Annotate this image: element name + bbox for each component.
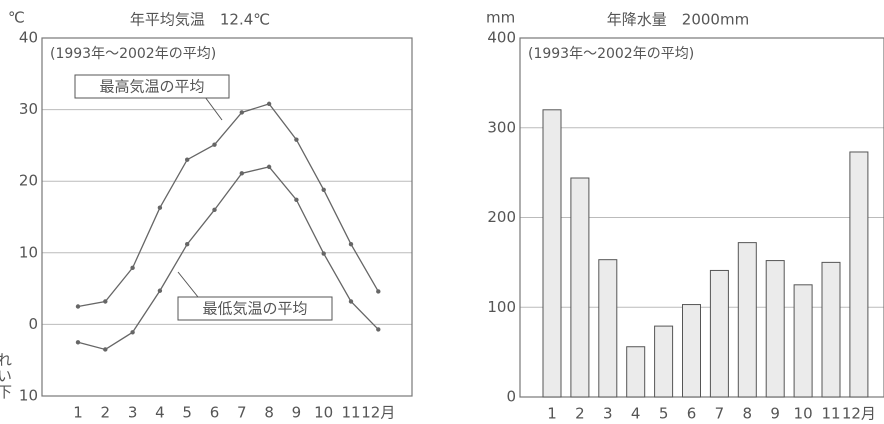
x-tick-label: 7 xyxy=(237,404,247,422)
x-tick-label: 9 xyxy=(770,405,780,423)
x-tick-label: 8 xyxy=(743,405,753,423)
point xyxy=(130,330,135,335)
point xyxy=(130,265,135,271)
bar xyxy=(793,284,813,398)
chart-title: 年平均気温 12.4℃ xyxy=(130,11,270,29)
bar xyxy=(765,260,785,398)
plot-frame xyxy=(41,37,413,397)
x-tick-label: 10 xyxy=(314,404,333,422)
y-tick-label: 0 xyxy=(506,388,516,406)
point xyxy=(376,327,381,332)
bar xyxy=(821,261,841,398)
point xyxy=(321,187,326,192)
leader-line xyxy=(204,96,223,121)
point xyxy=(294,137,299,142)
x-tick-label: 11 xyxy=(341,404,360,422)
y-tick-label: 40 xyxy=(19,29,38,47)
x-tick-label: 5 xyxy=(182,404,192,422)
y-tick-label: 10 xyxy=(19,243,38,261)
point xyxy=(212,142,217,147)
x-tick-label: 4 xyxy=(155,404,165,422)
subtitle: (1993年～2002年の平均) xyxy=(528,46,694,62)
bar xyxy=(682,304,701,398)
x-tick-label: 7 xyxy=(715,405,725,423)
point xyxy=(266,101,272,107)
point xyxy=(103,299,108,304)
y-tick-label: 400 xyxy=(487,29,516,47)
x-tick-label: 12月 xyxy=(361,404,395,422)
x-tick-label: 9 xyxy=(292,404,302,422)
bar xyxy=(626,346,646,398)
y-tick-label: 30 xyxy=(19,100,38,118)
y-tick-label: 10 xyxy=(19,387,38,405)
legend-box xyxy=(74,74,230,99)
x-tick-label: 3 xyxy=(603,405,613,423)
x-tick-label: 2 xyxy=(575,405,585,423)
line xyxy=(77,103,379,308)
point xyxy=(157,205,163,210)
point xyxy=(75,340,81,345)
y-tick-label: 200 xyxy=(487,208,516,226)
x-tick-label: 10 xyxy=(794,405,813,423)
point xyxy=(103,347,108,352)
y-unit: mm xyxy=(486,9,515,27)
bar xyxy=(709,269,729,398)
bar xyxy=(654,325,674,398)
subtitle: (1993年～2002年の平均) xyxy=(50,46,216,62)
x-tick-label: 12月 xyxy=(842,405,876,423)
point xyxy=(266,164,272,170)
point xyxy=(212,207,217,213)
point xyxy=(348,242,354,247)
y-tick-label: 20 xyxy=(19,172,38,190)
bar xyxy=(598,259,618,398)
bar xyxy=(570,177,590,398)
legend-box xyxy=(177,296,333,321)
x-tick-label: 6 xyxy=(210,404,220,422)
point xyxy=(294,197,299,203)
chart-title: 年降水量 2000mm xyxy=(607,11,749,29)
x-tick-label: 4 xyxy=(631,405,641,423)
point xyxy=(321,251,326,256)
x-tick-label: 3 xyxy=(128,404,138,422)
point xyxy=(348,299,354,304)
x-tick-label: 8 xyxy=(264,404,274,422)
leader-line xyxy=(177,271,199,298)
bar xyxy=(542,109,562,398)
point xyxy=(239,110,244,115)
x-tick-label: 1 xyxy=(73,404,83,422)
point xyxy=(376,289,381,294)
y-tick-label: 100 xyxy=(487,298,516,316)
legend-label: 最低気温の平均 xyxy=(202,300,307,318)
plot-frame xyxy=(519,37,884,398)
point xyxy=(75,304,81,309)
x-tick-label: 5 xyxy=(659,405,669,423)
x-tick-label: 1 xyxy=(547,405,557,423)
below-zero-label: れい下 xyxy=(0,352,13,400)
point xyxy=(185,157,190,162)
x-tick-label: 11 xyxy=(821,405,840,423)
bar xyxy=(737,242,757,398)
y-tick-label: 300 xyxy=(487,118,516,136)
y-tick-label: 0 xyxy=(28,315,38,333)
y-unit: ℃ xyxy=(8,9,25,27)
x-tick-label: 2 xyxy=(101,404,111,422)
line xyxy=(77,166,379,351)
point xyxy=(157,288,163,293)
bar xyxy=(849,151,869,398)
point xyxy=(239,171,244,176)
point xyxy=(185,242,190,247)
x-tick-label: 6 xyxy=(687,405,697,423)
legend-label: 最高気温の平均 xyxy=(99,78,204,96)
